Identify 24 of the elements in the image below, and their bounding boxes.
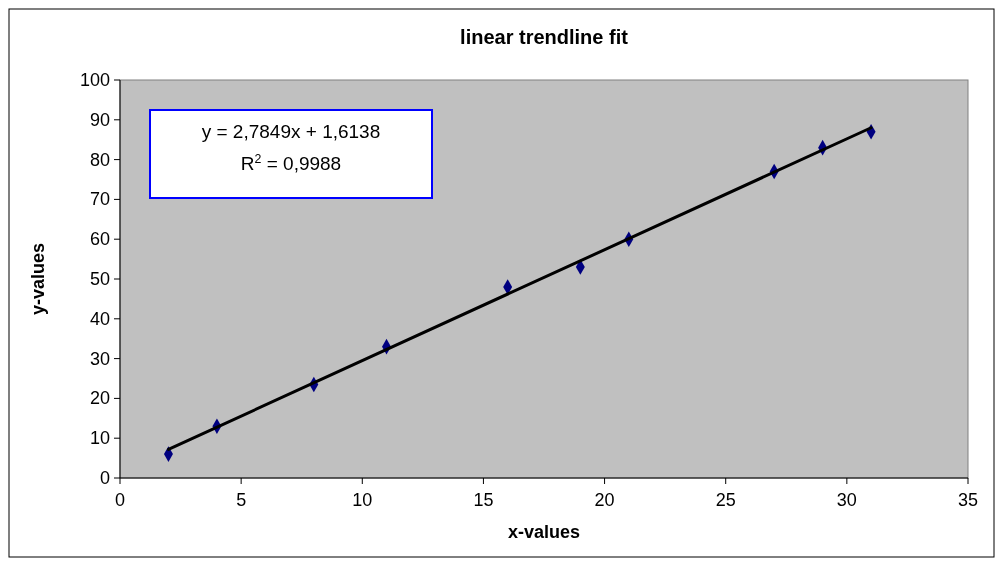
annotation: R$^{2}$ = 0,9988 bbox=[240, 152, 342, 174]
y-tick-label: 10 bbox=[89, 428, 110, 449]
y-axis-title: y-values bbox=[28, 242, 48, 316]
x-tick-label: 25 bbox=[715, 490, 736, 510]
x-tick-label: 35 bbox=[957, 490, 979, 510]
annotation: y = 2,7849x + 1,6138 bbox=[201, 121, 381, 142]
chart-title: linear trendline fit bbox=[460, 26, 629, 48]
y-tick-label: 100 bbox=[79, 70, 110, 90]
x-tick-label: 10 bbox=[352, 490, 373, 510]
y-tick-label: 90 bbox=[89, 109, 110, 130]
y-tick-label: 30 bbox=[89, 348, 110, 369]
y-tick-label: 40 bbox=[89, 308, 110, 329]
y-tick-label: 0 bbox=[99, 468, 110, 488]
y-tick-label: 50 bbox=[89, 269, 110, 289]
x-axis-title: x-values bbox=[507, 522, 581, 542]
x-tick-label: 0 bbox=[114, 490, 126, 510]
y-tick-label: 20 bbox=[89, 388, 110, 409]
y-tick-label: 60 bbox=[89, 229, 110, 250]
x-tick-label: 5 bbox=[236, 490, 247, 510]
y-tick-label: 80 bbox=[89, 149, 110, 170]
x-tick-label: 30 bbox=[836, 490, 857, 510]
x-tick-label: 20 bbox=[594, 490, 615, 510]
x-tick-label: 15 bbox=[473, 490, 494, 510]
y-tick-label: 70 bbox=[89, 189, 110, 210]
